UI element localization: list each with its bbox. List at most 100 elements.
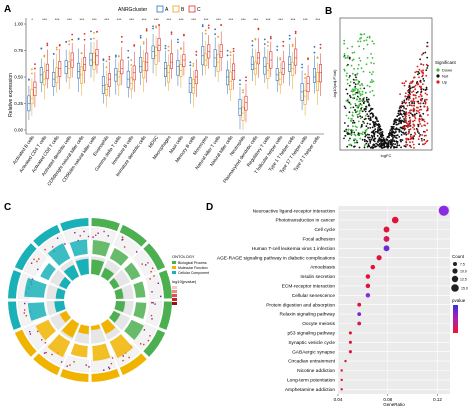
volcano-point (396, 143, 399, 145)
volcano-point (388, 140, 391, 142)
volcano-point (413, 119, 416, 122)
volcano-point-up (405, 124, 407, 127)
enrichment-point (383, 226, 390, 233)
volcano-point (422, 69, 424, 72)
box (157, 38, 161, 52)
term-label: Focal adhesion (302, 237, 335, 243)
volcano-point (421, 117, 423, 120)
volcano-point (423, 138, 426, 141)
volcano-point (393, 131, 396, 134)
box (312, 68, 316, 83)
outlier-point (139, 36, 142, 39)
volcano-point (390, 146, 392, 148)
volcano-point (378, 138, 381, 140)
volcano-point (412, 135, 415, 138)
box (256, 52, 260, 65)
volcano-point (367, 98, 370, 101)
volcano-point (362, 98, 365, 101)
significance-mark: *** (55, 17, 60, 22)
outlier-point (105, 60, 108, 63)
volcano-point (418, 135, 421, 138)
box (318, 64, 322, 83)
go-term-count-bar (133, 281, 146, 298)
term-label: Cell cycle (314, 227, 335, 233)
legend-swatch-p5 (172, 302, 177, 305)
outlier-point (263, 38, 266, 41)
y-tick-label: 0.25 (14, 101, 23, 106)
volcano-point (412, 120, 414, 123)
significance-mark: *** (315, 17, 320, 22)
volcano-point-up (401, 100, 404, 103)
volcano-point (349, 94, 351, 97)
significance-mark: *** (42, 17, 47, 22)
volcano-point (393, 145, 395, 148)
enrichment-point (438, 205, 449, 216)
go-term-count-bar (109, 334, 134, 359)
volcano-point (355, 104, 357, 107)
box (253, 61, 257, 75)
outlier-point (105, 66, 108, 69)
outlier-point (201, 24, 204, 26)
volcano-point (419, 79, 422, 82)
volcano-point (361, 90, 364, 93)
outlier-point (43, 54, 46, 57)
box (83, 57, 87, 71)
panel-a-significance: * *** *** *** *** *** *** *** *** *** *** *** *** ***… (31, 17, 320, 22)
volcano-point-up (413, 116, 416, 118)
enrichment-point (348, 331, 352, 335)
volcano-point (378, 143, 381, 146)
outlier-point (245, 76, 247, 79)
panel-b-xlabel: logFC (381, 153, 392, 158)
volcano-point (369, 140, 372, 143)
volcano-point-down (368, 85, 371, 88)
volcano-point (355, 139, 358, 142)
volcano-point (422, 88, 425, 91)
gene-mark (51, 246, 54, 248)
volcano-point-down (352, 58, 355, 61)
gene-mark (128, 356, 130, 359)
gene-mark (136, 251, 138, 253)
gene-mark (95, 234, 97, 236)
gene-mark (43, 352, 46, 354)
volcano-point (348, 143, 351, 146)
volcano-point (402, 115, 404, 118)
go-term-gene-ring (39, 233, 67, 257)
volcano-point (371, 137, 374, 139)
volcano-point (383, 138, 386, 141)
outlier-point (155, 25, 157, 28)
volcano-point (380, 139, 383, 142)
volcano-point (404, 145, 407, 148)
volcano-point (357, 113, 360, 116)
volcano-point (347, 117, 350, 119)
panel-a: A ANRGcluster A B C Relative expression … (4, 4, 324, 187)
significance-mark: *** (80, 17, 85, 22)
volcano-point (426, 41, 429, 44)
go-term-ratio-bar (109, 310, 121, 323)
volcano-point (343, 122, 346, 124)
volcano-point (411, 136, 413, 139)
significance-mark: * (31, 17, 33, 22)
volcano-point (373, 129, 375, 132)
outlier-point (263, 43, 266, 46)
volcano-point-down (359, 40, 362, 43)
volcano-point (417, 71, 420, 73)
volcano-point (372, 120, 374, 123)
panel-a-legend-title: ANRGcluster (118, 7, 148, 13)
go-term-outer-band (14, 243, 37, 271)
volcano-point-down (353, 89, 356, 92)
outlier-point (232, 47, 235, 50)
gene-mark (83, 230, 85, 233)
panel-d-xlabel: GeneRatio (383, 402, 405, 407)
volcano-point (372, 113, 374, 115)
volcano-point (363, 97, 366, 99)
go-term-gene-ring (63, 355, 89, 373)
gene-mark (143, 329, 146, 331)
volcano-point (425, 86, 428, 89)
volcano-point (355, 129, 358, 131)
volcano-point (371, 108, 374, 110)
volcano-point (403, 133, 405, 135)
outlier-point (145, 29, 148, 32)
volcano-point (406, 124, 409, 127)
go-term-count-bar (40, 263, 56, 281)
volcano-point-down (361, 99, 363, 102)
